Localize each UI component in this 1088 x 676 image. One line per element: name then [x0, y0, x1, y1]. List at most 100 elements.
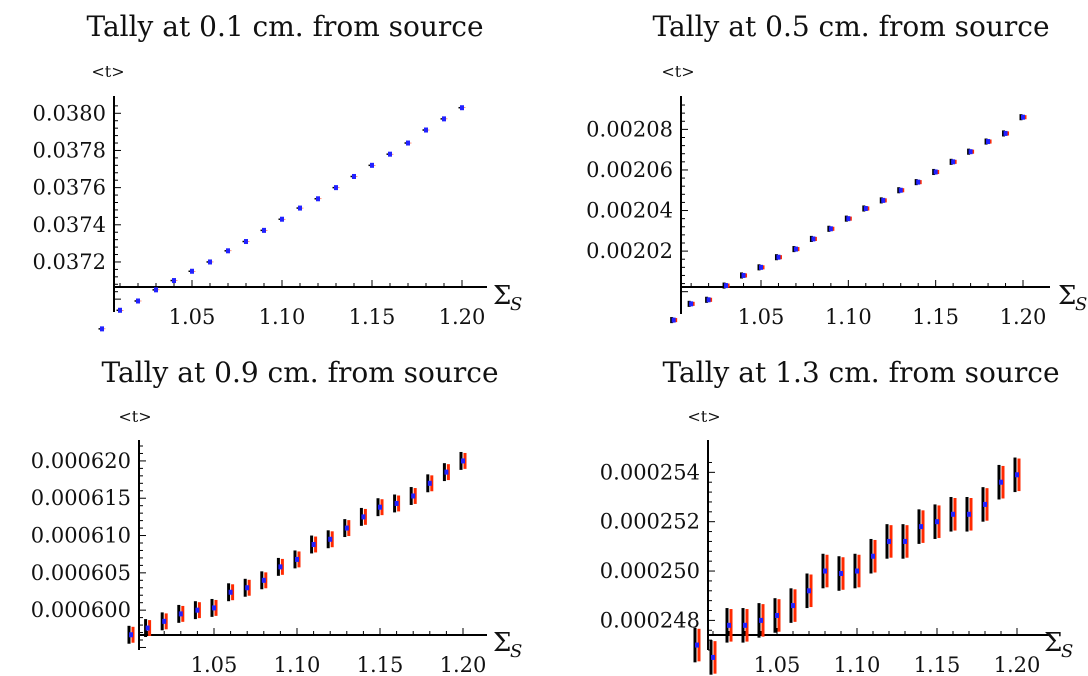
y-tick-label: 0.0376: [33, 176, 106, 200]
point-marker: [298, 205, 302, 211]
y-tick-label: 0.000252: [600, 510, 700, 534]
data-point: [359, 507, 367, 526]
data-point: [757, 603, 765, 638]
point-marker: [855, 568, 859, 574]
point-marker: [316, 196, 320, 202]
point-marker: [711, 654, 715, 660]
data-point: [160, 612, 168, 631]
data-point: [343, 519, 351, 538]
data-point: [188, 268, 196, 274]
data-point: [409, 487, 417, 505]
point-marker: [983, 501, 987, 507]
point-marker: [935, 519, 939, 525]
point-marker: [378, 504, 382, 510]
data-point: [1002, 130, 1010, 137]
point-marker: [328, 536, 333, 542]
point-marker: [863, 206, 868, 211]
data-point: [442, 463, 450, 482]
x-axis-label-subscript: S: [1075, 294, 1087, 315]
data-point: [116, 307, 124, 313]
point-marker: [967, 511, 971, 517]
point-marker: [839, 571, 843, 577]
x-tick-label: 1.05: [738, 305, 785, 329]
x-axis-label-subscript: S: [510, 294, 522, 315]
point-marker: [145, 625, 150, 631]
point-marker: [919, 524, 923, 530]
chart-title: Tally at 1.3 cm. from source: [662, 356, 1059, 389]
y-tick-label: 0.00208: [586, 117, 673, 141]
y-tick-label: 0.000250: [600, 559, 700, 583]
point-marker: [129, 632, 133, 638]
x-tick-label: 1.05: [169, 305, 216, 329]
y-tick-label: 0.00202: [586, 239, 673, 263]
y-axis-label: <t>: [91, 62, 124, 81]
data-point: [127, 625, 135, 644]
data-point: [914, 179, 922, 186]
point-marker: [689, 301, 694, 307]
data-point: [741, 608, 749, 643]
data-point: [853, 553, 861, 589]
chart-title: Tally at 0.5 cm. from source: [652, 10, 1049, 43]
data-point: [670, 317, 678, 324]
data-point: [332, 185, 340, 191]
point-marker: [195, 607, 200, 613]
data-point: [426, 474, 434, 493]
point-marker: [903, 538, 907, 544]
x-tick-label: 1.05: [754, 653, 801, 676]
point-marker: [278, 564, 283, 570]
point-marker: [743, 622, 747, 628]
point-marker: [311, 541, 316, 547]
data-point: [293, 550, 301, 569]
point-marker: [759, 617, 763, 623]
point-marker: [881, 197, 886, 203]
x-axis-label-subscript: S: [510, 641, 522, 662]
x-tick-label: 1.10: [834, 653, 881, 676]
data-point: [310, 535, 318, 554]
x-tick-label: 1.15: [349, 305, 396, 329]
point-marker: [1003, 130, 1008, 136]
point-marker: [388, 151, 392, 157]
y-tick-label: 0.000610: [31, 524, 131, 548]
point-marker: [871, 553, 875, 559]
point-marker: [759, 264, 763, 270]
data-point: [705, 296, 713, 303]
x-tick-label: 1.10: [259, 305, 306, 329]
x-tick-label: 1.10: [274, 653, 321, 676]
point-marker: [461, 458, 465, 464]
data-point: [260, 571, 268, 590]
point-marker: [741, 272, 746, 278]
y-tick-label: 0.000620: [31, 449, 131, 473]
data-point: [224, 248, 232, 254]
data-point: [243, 578, 251, 597]
data-point: [837, 556, 845, 591]
point-marker: [706, 297, 711, 303]
data-point: [193, 601, 201, 620]
data-point: [326, 530, 334, 549]
data-point: [687, 300, 695, 307]
y-tick-label: 0.000254: [600, 460, 700, 484]
point-marker: [793, 246, 798, 252]
point-marker: [226, 248, 230, 254]
data-point: [278, 216, 286, 222]
point-marker: [427, 480, 432, 486]
data-point: [862, 205, 870, 212]
panel-tally-1-3cm: Tally at 1.3 cm. from source <t> 1.05 1.10 1…: [600, 356, 1074, 676]
data-point: [933, 504, 941, 539]
data-point: [740, 272, 748, 279]
point-marker: [951, 159, 956, 165]
point-marker: [178, 611, 183, 617]
point-marker: [228, 589, 233, 595]
point-marker: [295, 556, 299, 562]
data-point: [368, 162, 376, 168]
point-marker: [261, 577, 266, 583]
data-point: [260, 227, 268, 233]
data-point: [869, 538, 877, 574]
point-marker: [136, 298, 140, 304]
data-point: [458, 105, 466, 111]
y-axis-label: <t>: [687, 407, 720, 426]
point-marker: [244, 239, 248, 245]
data-point: [774, 254, 782, 261]
y-tick-label: 0.0372: [33, 250, 106, 274]
data-point: [789, 588, 797, 623]
x-tick-label: 1.20: [440, 653, 487, 676]
